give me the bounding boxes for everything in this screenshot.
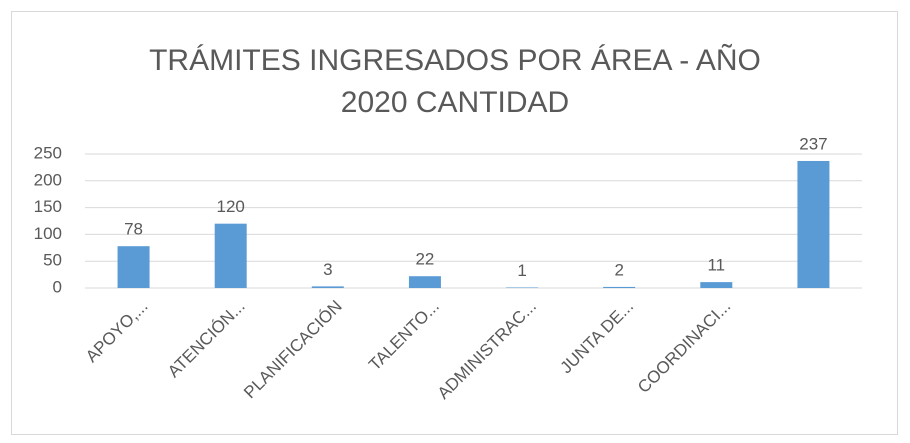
bar	[797, 160, 830, 288]
chart-frame	[11, 11, 898, 435]
value-label: 2	[614, 260, 623, 279]
value-label: 120	[217, 197, 245, 216]
y-tick-label: 200	[34, 170, 62, 189]
bar	[408, 276, 441, 288]
value-label: 11	[707, 256, 725, 275]
bar	[603, 286, 636, 288]
y-tick-label: 150	[34, 197, 62, 216]
bar	[311, 286, 344, 288]
value-label: 237	[799, 134, 827, 153]
bar	[214, 223, 247, 288]
y-tick-label: 100	[34, 224, 62, 243]
bar	[700, 282, 733, 288]
bar	[506, 287, 539, 288]
value-label: 3	[323, 260, 332, 279]
y-tick-label: 50	[43, 251, 62, 270]
y-tick-label: 0	[53, 277, 62, 296]
bar	[117, 246, 150, 288]
value-label: 1	[517, 261, 526, 280]
value-label: 78	[124, 220, 143, 239]
y-tick-label: 250	[34, 143, 62, 162]
value-label: 22	[415, 250, 434, 269]
chart-title: TRÁMITES INGRESADOS POR ÁREA - AÑO 2020 …	[149, 44, 761, 119]
